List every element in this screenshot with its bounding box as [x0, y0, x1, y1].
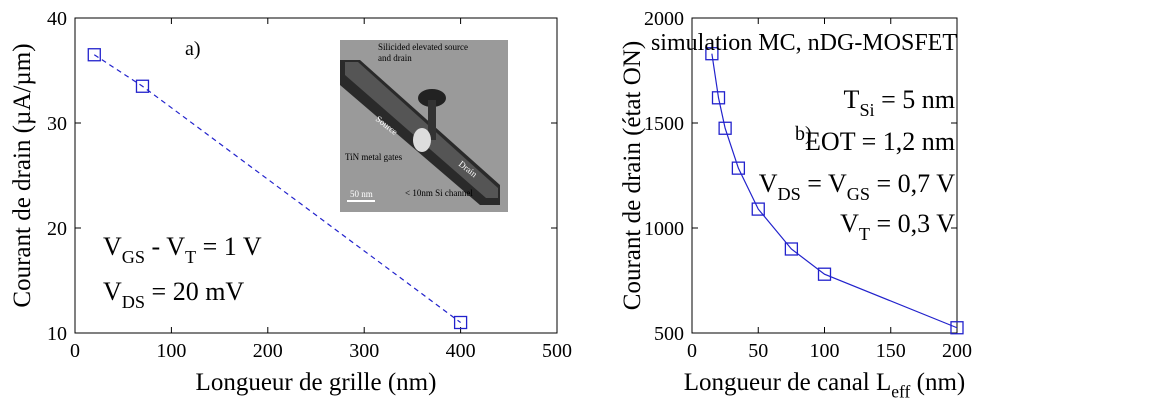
text-part: V [759, 169, 778, 198]
text-part: Si [859, 100, 874, 120]
y-tick-label: 40 [47, 8, 67, 30]
x-tick-label: 200 [942, 340, 972, 362]
inset-shape [428, 100, 436, 140]
text-part: T [844, 85, 860, 114]
text-part: V [103, 232, 122, 261]
inset-label: 50 nm [350, 189, 373, 199]
x-tick-label: 50 [748, 340, 768, 362]
text-part: DS [122, 292, 145, 312]
annotation: b) [795, 123, 812, 145]
data-point [817, 267, 832, 281]
annotation: EOT = 1,2 nm [805, 127, 955, 156]
text-part: = 20 mV [145, 277, 244, 306]
y-tick-label: 2000 [644, 8, 684, 30]
annotation: TSi = 5 nm [844, 85, 955, 120]
text-part: (nm) [910, 369, 965, 396]
x-tick-label: 0 [687, 340, 697, 362]
text-part: = 5 nm [875, 85, 955, 114]
inset-shape [418, 89, 446, 107]
text-part: = 0,7 V [870, 169, 955, 198]
data-point [453, 315, 468, 330]
x-tick-label: 100 [156, 340, 186, 362]
y-tick-label: 1000 [644, 218, 684, 240]
text-part: V [840, 209, 859, 238]
data-point [950, 321, 964, 335]
inset-image: Silicided elevated source and drain Sour… [340, 40, 508, 212]
data-point [705, 47, 719, 61]
text-part: = V [801, 169, 847, 198]
annotation: simulation MC, nDG-MOSFET [651, 30, 957, 56]
text-part: DS [778, 184, 801, 204]
inset-label: TiN metal gates [345, 152, 403, 162]
inset-shape [413, 128, 431, 152]
x-tick-label: 400 [446, 340, 476, 362]
data-point [751, 202, 765, 216]
text-part: - V [145, 232, 185, 261]
y-tick-label: 10 [47, 323, 67, 345]
annotation: VT = 0,3 V [840, 209, 955, 244]
x-axis-label: Longueur de grille (nm) [196, 369, 437, 396]
text-part: GS [122, 247, 145, 267]
data-point [87, 48, 101, 62]
annotation: VDS = VGS = 0,7 V [759, 169, 955, 204]
inset-label: < 10nm Si channel [405, 188, 473, 198]
y-tick-label: 1500 [644, 113, 684, 135]
inset-scale [347, 200, 375, 202]
text-part: V [103, 277, 122, 306]
inset-label: Silicided elevated source [378, 42, 468, 52]
data-point [731, 161, 746, 175]
data-point [718, 121, 732, 135]
annotation: VGS - VT = 1 V [103, 232, 262, 267]
text-part: T [185, 247, 196, 267]
text-part: = 1 V [196, 232, 262, 261]
annotation: a) [185, 38, 201, 60]
y-tick-label: 20 [47, 218, 67, 240]
text-part: = 0,3 V [870, 209, 955, 238]
data-point [784, 242, 799, 256]
x-axis-label: Longueur de canal Leff (nm) [684, 369, 966, 402]
x-tick-label: 500 [542, 340, 572, 362]
plot-frame [74, 17, 558, 334]
text-part: GS [847, 184, 870, 204]
x-tick-label: 150 [876, 340, 906, 362]
text-part: eff [891, 382, 910, 402]
text-part: Longueur de canal L [684, 369, 892, 396]
inset-label: and drain [378, 53, 412, 63]
y-tick-label: 500 [654, 323, 684, 345]
y-axis-label: Courant de drain (µA/µm) [9, 43, 36, 307]
text-part: T [859, 224, 870, 244]
x-tick-label: 300 [349, 340, 379, 362]
series-line [93, 54, 461, 323]
data-point [711, 91, 726, 105]
x-tick-label: 100 [810, 340, 840, 362]
x-tick-label: 200 [253, 340, 283, 362]
data-point [135, 79, 150, 93]
y-axis-label: Courant de drain (état ON) [619, 41, 646, 310]
y-tick-label: 30 [47, 113, 67, 135]
x-tick-label: 0 [70, 340, 80, 362]
annotation: VDS = 20 mV [103, 277, 244, 312]
